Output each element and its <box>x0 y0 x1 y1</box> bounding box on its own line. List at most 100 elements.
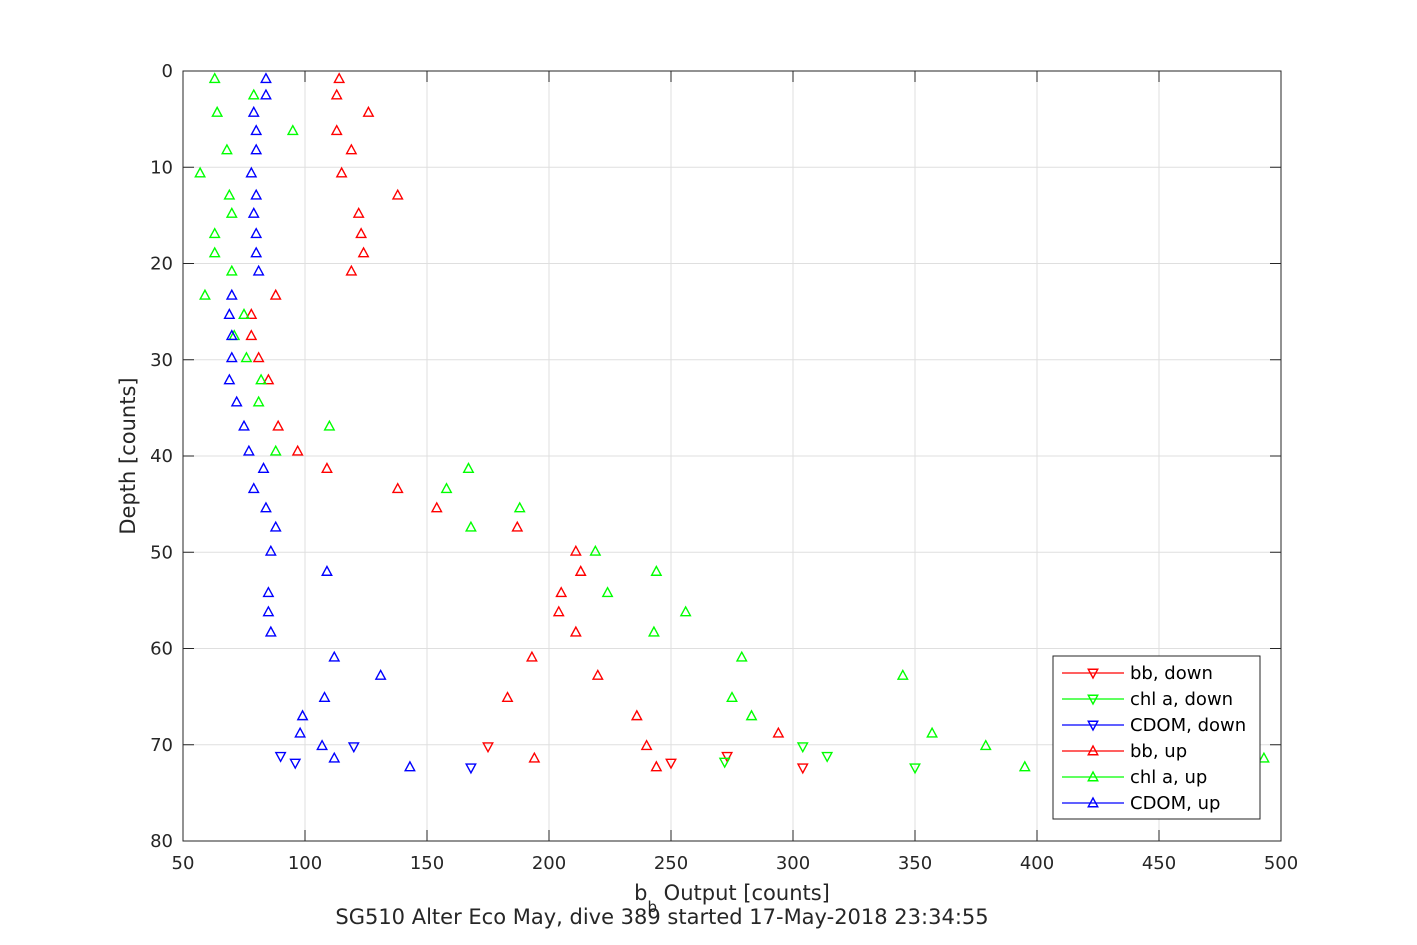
data-point <box>796 763 809 775</box>
y-axis-label: Depth [counts] <box>116 377 140 534</box>
y-tick-label: 60 <box>150 639 173 660</box>
data-point <box>262 605 275 617</box>
legend-marker <box>1087 720 1099 732</box>
data-point <box>194 166 207 178</box>
y-tick-label: 50 <box>150 542 173 563</box>
data-point <box>262 373 275 385</box>
y-tick-label: 20 <box>150 254 173 275</box>
data-point <box>208 227 221 239</box>
data-point <box>286 124 299 136</box>
data-point <box>240 351 253 363</box>
series-chl-a-down <box>718 742 921 775</box>
legend-label: CDOM, up <box>1130 793 1220 814</box>
data-point <box>357 246 370 258</box>
data-point <box>223 308 236 319</box>
series-bb-down <box>482 742 809 775</box>
data-point <box>247 105 260 117</box>
data-point <box>260 88 272 100</box>
data-point <box>821 751 834 763</box>
data-point <box>552 605 565 617</box>
data-point <box>718 757 731 769</box>
data-point <box>772 726 785 738</box>
x-tick-label: 500 <box>1264 853 1298 874</box>
legend-marker <box>1087 796 1099 808</box>
legend-entry: CDOM, down <box>1062 715 1246 736</box>
data-point <box>589 544 602 556</box>
data-point <box>464 763 477 775</box>
legend-label: CDOM, down <box>1130 715 1246 736</box>
x-tick-label: 300 <box>776 853 810 874</box>
data-point <box>745 709 758 721</box>
legend: bb, down chl a, down CDOM, down bb, up chl a… <box>1052 655 1261 820</box>
data-point <box>330 88 343 100</box>
data-point <box>569 544 582 556</box>
data-point <box>321 565 333 576</box>
data-point <box>316 739 329 751</box>
data-point <box>225 264 238 276</box>
data-point <box>208 72 221 84</box>
legend-marker <box>1087 744 1099 756</box>
x-axis-label: bb Output [counts] <box>634 881 830 916</box>
data-point <box>362 105 375 117</box>
data-point <box>979 739 992 751</box>
data-point <box>211 105 224 117</box>
data-point <box>323 419 336 431</box>
data-point <box>260 501 272 513</box>
x-tick-label: 150 <box>410 853 444 874</box>
data-point <box>250 188 263 200</box>
series-bb-up <box>245 72 785 772</box>
data-point <box>647 625 660 637</box>
data-point <box>665 758 677 770</box>
data-point <box>255 373 268 385</box>
data-point <box>352 206 365 218</box>
data-point <box>294 726 307 738</box>
x-tick-label: 250 <box>654 853 688 874</box>
data-point <box>242 444 255 456</box>
data-point <box>250 124 263 136</box>
legend-marker <box>1087 668 1099 680</box>
data-point <box>296 709 309 721</box>
data-point <box>721 751 734 763</box>
data-point <box>650 565 663 576</box>
data-point <box>238 419 250 431</box>
data-point <box>260 72 272 84</box>
data-point <box>482 742 494 754</box>
legend-marker <box>1087 694 1099 706</box>
data-point <box>574 565 587 576</box>
data-point <box>796 742 809 754</box>
data-point <box>220 143 233 155</box>
x-tick-label: 450 <box>1142 853 1176 874</box>
data-point <box>252 395 265 407</box>
y-tick-label: 70 <box>150 735 173 756</box>
legend-label: bb, down <box>1130 663 1213 684</box>
data-point <box>440 482 453 494</box>
data-point <box>462 462 475 473</box>
data-point <box>225 351 238 363</box>
data-point <box>591 668 604 680</box>
data-point <box>250 227 263 239</box>
data-point <box>269 520 282 532</box>
data-point <box>238 308 250 319</box>
data-point <box>896 668 909 680</box>
y-tick-label: 0 <box>162 61 173 82</box>
data-point <box>328 650 341 662</box>
x-tick-label: 50 <box>172 853 195 874</box>
data-point <box>264 625 277 637</box>
series-chl-a-up <box>194 72 1270 772</box>
data-point <box>252 264 265 276</box>
data-point <box>528 751 541 763</box>
x-tick-label: 200 <box>532 853 566 874</box>
data-point <box>430 501 443 513</box>
legend-entry: chl a, down <box>1062 689 1233 710</box>
data-point <box>464 520 477 532</box>
data-point <box>225 206 238 218</box>
figure-caption: SG510 Alter Eco May, dive 389 started 17… <box>335 905 988 929</box>
data-point <box>269 288 282 300</box>
data-point <box>257 462 270 473</box>
series-cdom-up <box>223 72 416 772</box>
data-point <box>328 751 341 763</box>
data-point <box>269 444 282 456</box>
data-point <box>555 586 568 598</box>
data-point <box>355 227 368 239</box>
data-point <box>321 462 333 473</box>
